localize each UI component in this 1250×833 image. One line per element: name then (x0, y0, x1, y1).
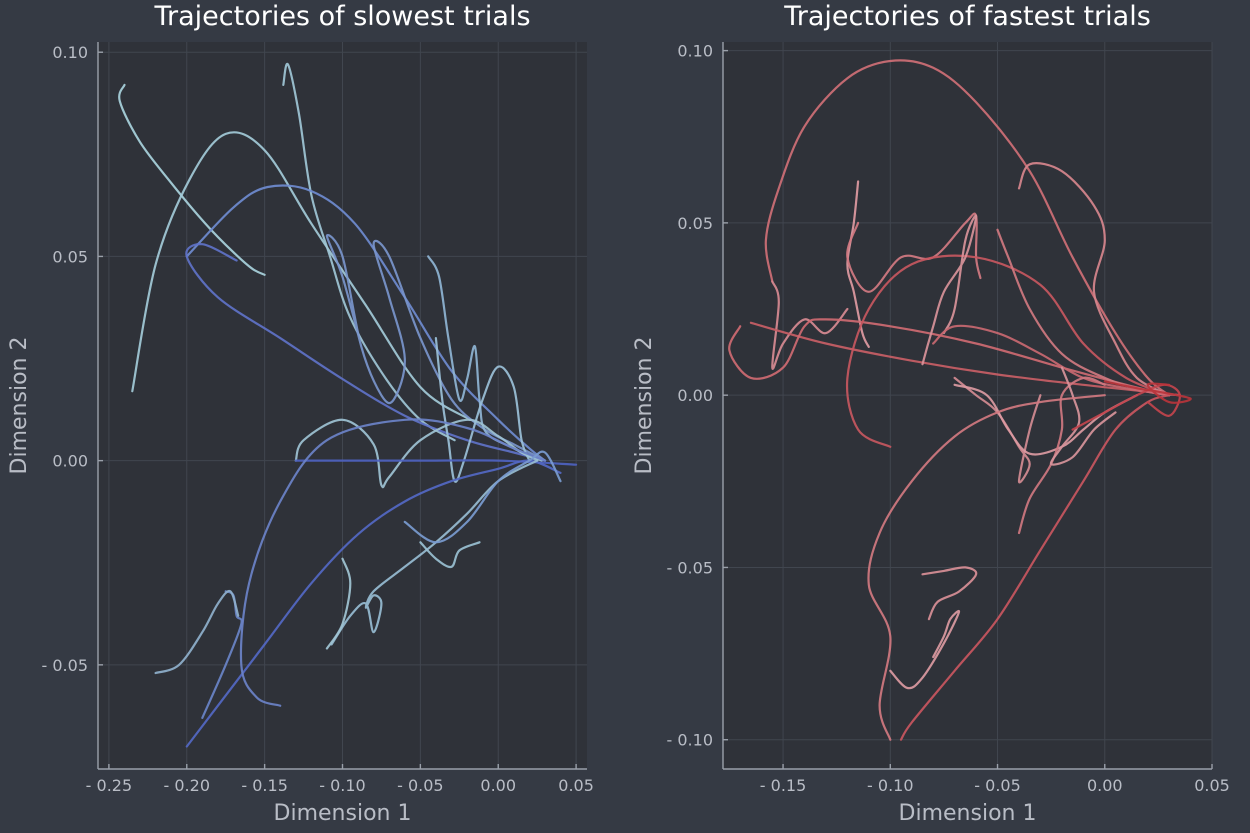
slowest-y-tick-label: 0.05 (52, 247, 88, 266)
fastest-trajectory-9 (921, 214, 978, 366)
fastest-y-tick-label: - 0.10 (667, 731, 713, 750)
fastest-y-axis-label: Dimension 2 (632, 337, 657, 475)
slowest-axes: - 0.25 - 0.20 - 0.15 - 0.10 - 0.05 0.00 0.05 - … (42, 42, 594, 795)
slowest-trajectory-3 (282, 62, 456, 442)
fastest-x-tick-label: 0.05 (1194, 776, 1230, 795)
fastest-trajectory-18 (889, 609, 961, 690)
fastest-chart-title: Trajectories of fastest trials (783, 1, 1151, 32)
fastest-trials-panel: - 0.15 - 0.10 - 0.05 0.00 0.05 - 0.10 - 0.05 0.… (632, 1, 1230, 826)
fastest-trajectory-17 (867, 394, 1106, 741)
slowest-trajectory-14 (239, 418, 547, 707)
fastest-x-tick-label: - 0.05 (974, 776, 1020, 795)
slowest-trajectory-16 (325, 557, 352, 650)
slowest-y-tick-label: 0.00 (52, 452, 88, 471)
slowest-x-tick-label: - 0.15 (241, 776, 287, 795)
fastest-x-tick-label: - 0.15 (760, 776, 806, 795)
slowest-trials-panel: - 0.25 - 0.20 - 0.15 - 0.10 - 0.05 0.00 0.05 - … (7, 1, 594, 826)
slowest-x-axis-label: Dimension 1 (274, 801, 412, 826)
slowest-y-tick-label: 0.10 (52, 43, 88, 62)
fastest-trajectory-19 (921, 566, 978, 621)
fastest-x-axis-label: Dimension 1 (899, 801, 1037, 826)
fastest-plot-area (723, 42, 1212, 769)
fastest-trajectories (728, 59, 1192, 741)
slowest-trajectories (118, 62, 578, 748)
fastest-trajectory-14 (1017, 376, 1106, 535)
slowest-x-tick-label: - 0.25 (86, 776, 132, 795)
slowest-trajectory-5 (185, 243, 547, 462)
slowest-trajectory-9 (294, 418, 543, 489)
slowest-x-tick-label: 0.00 (480, 776, 516, 795)
fastest-y-tick-label: 0.05 (677, 214, 713, 233)
fastest-x-tick-label: 0.00 (1087, 776, 1123, 795)
fastest-trajectory-12 (953, 376, 1042, 484)
slowest-y-tick-label: - 0.05 (42, 656, 88, 675)
fastest-axes: - 0.15 - 0.10 - 0.05 0.00 0.05 - 0.10 - 0.05 0.… (667, 42, 1230, 795)
fastest-trajectory-3 (846, 180, 870, 348)
fastest-trajectory-6 (728, 318, 1171, 397)
slowest-trajectory-17 (419, 541, 481, 569)
slowest-trajectory-6 (325, 234, 547, 462)
fastest-trajectory-7 (845, 254, 1171, 448)
slowest-trajectory-1 (118, 83, 266, 276)
fastest-y-tick-label: 0.00 (677, 386, 713, 405)
slowest-trajectory-18 (403, 450, 562, 544)
fastest-trajectory-2 (771, 280, 849, 370)
slowest-trajectory-2 (131, 131, 472, 421)
slowest-y-axis-label: Dimension 2 (7, 337, 32, 475)
fastest-trajectory-8 (1017, 162, 1171, 397)
slowest-trajectory-4 (185, 184, 547, 462)
fastest-trajectory-11 (932, 324, 1171, 397)
fastest-trajectory-21 (1103, 380, 1192, 404)
slowest-trajectory-15 (330, 459, 539, 646)
slowest-x-tick-label: - 0.05 (397, 776, 443, 795)
slowest-trajectory-13 (154, 589, 240, 675)
fastest-y-tick-label: - 0.05 (667, 558, 713, 577)
slowest-x-tick-label: 0.05 (558, 776, 594, 795)
slowest-trajectory-11 (185, 459, 562, 748)
fastest-y-tick-label: 0.10 (677, 42, 713, 61)
slowest-x-tick-label: - 0.10 (319, 776, 365, 795)
fastest-grid (723, 42, 1213, 769)
slowest-x-tick-label: - 0.20 (164, 776, 210, 795)
slowest-chart-title: Trajectories of slowest trials (153, 1, 530, 32)
fastest-trajectory-16 (899, 394, 1171, 741)
fastest-trajectory-1 (764, 59, 1171, 397)
fastest-x-tick-label: - 0.10 (867, 776, 913, 795)
